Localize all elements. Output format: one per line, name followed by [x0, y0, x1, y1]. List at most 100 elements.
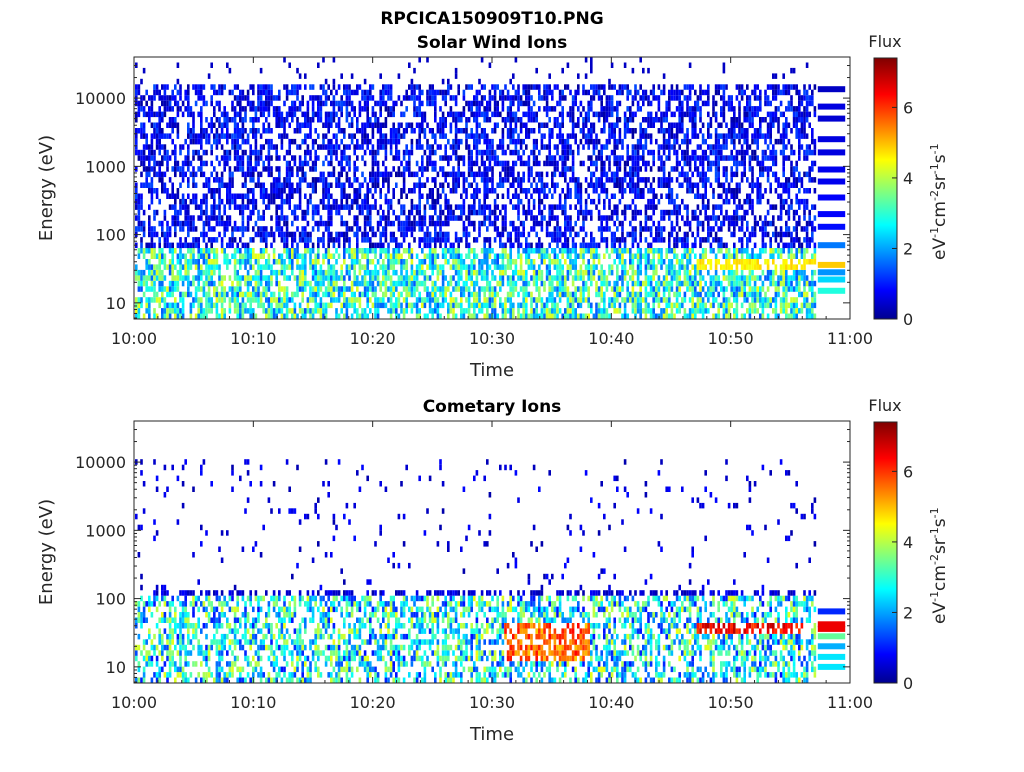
heatmap-cell: [603, 160, 606, 167]
heatmap-cell: [207, 259, 211, 265]
heatmap-cell: [275, 182, 278, 188]
heatmap-cell: [327, 204, 330, 210]
heatmap-cell: [275, 117, 278, 123]
heatmap-cell: [153, 171, 156, 178]
heatmap-cell: [280, 193, 284, 199]
heatmap-cell: [465, 275, 468, 281]
heatmap-cell: [478, 269, 481, 276]
heatmap-cell: [493, 111, 497, 118]
heatmap-cell: [363, 89, 367, 96]
heatmap-cell: [509, 111, 512, 118]
heatmap-cell: [236, 286, 239, 292]
heatmap-cell: [483, 242, 486, 249]
heatmap-cell: [257, 160, 260, 167]
heatmap-cell: [267, 144, 271, 150]
heatmap-cell: [493, 253, 497, 259]
heatmap-cell: [548, 215, 551, 221]
heatmap-cell: [171, 95, 174, 101]
heatmap-cell: [379, 89, 382, 96]
heatmap-cell: [140, 160, 143, 167]
heatmap-cell: [304, 138, 307, 145]
heatmap-cell: [522, 111, 525, 118]
heatmap-cell: [376, 242, 380, 249]
heatmap-cell: [202, 291, 206, 298]
heatmap-cell: [486, 144, 489, 150]
heatmap-cell: [465, 231, 468, 238]
heatmap-cell: [142, 253, 146, 259]
heatmap-cell: [509, 280, 512, 287]
heatmap-cell: [462, 308, 466, 314]
heatmap-cell: [184, 89, 187, 96]
heatmap-cell: [304, 149, 307, 156]
heatmap-cell: [280, 264, 284, 270]
heatmap-cell: [252, 253, 255, 259]
heatmap-cell: [330, 193, 333, 199]
heatmap-cell: [267, 84, 271, 90]
heatmap-cell: [322, 275, 325, 281]
heatmap-cell: [522, 89, 525, 96]
heatmap-cell: [556, 280, 559, 287]
heatmap-cell: [387, 188, 390, 194]
heatmap-cell: [192, 220, 195, 227]
heatmap-cell: [161, 280, 164, 287]
heatmap-cell: [317, 308, 320, 314]
heatmap-cell: [564, 291, 567, 298]
heatmap-cell: [467, 106, 471, 112]
heatmap-cell: [540, 198, 544, 205]
heatmap-cell: [509, 182, 512, 188]
heatmap-cell: [296, 215, 299, 221]
heatmap-cell: [142, 280, 146, 287]
heatmap-cell: [384, 220, 388, 227]
heatmap-cell: [483, 138, 486, 145]
heatmap-cell: [267, 89, 271, 96]
heatmap-cell: [389, 133, 393, 139]
heatmap-cell: [249, 128, 252, 134]
heatmap-cell: [504, 220, 507, 227]
heatmap-cell: [395, 138, 398, 145]
heatmap-cell: [509, 275, 512, 281]
heatmap-cell: [631, 226, 635, 232]
heatmap-cell: [252, 84, 255, 90]
heatmap-cell: [460, 204, 463, 210]
heatmap-cell: [618, 84, 622, 90]
heatmap-cell: [392, 264, 395, 270]
heatmap-cell: [223, 220, 226, 227]
heatmap-cell: [618, 182, 622, 188]
heatmap-cell: [210, 269, 213, 276]
heatmap-cell: [452, 209, 455, 216]
heatmap-cell: [174, 171, 177, 178]
heatmap-cell: [150, 155, 154, 161]
heatmap-cell: [293, 204, 297, 210]
heatmap-cell: [590, 67, 593, 74]
heatmap-cell: [361, 171, 364, 178]
heatmap-cell: [285, 308, 289, 314]
heatmap-cell: [309, 182, 312, 188]
heatmap-cell: [148, 182, 151, 188]
heatmap-cell: [556, 117, 559, 123]
heatmap-cell: [189, 248, 193, 254]
heatmap-cell: [441, 248, 445, 254]
heatmap-cell: [569, 297, 572, 303]
heatmap-cell: [202, 313, 206, 319]
heatmap-cell: [304, 226, 307, 232]
heatmap-cell: [322, 204, 325, 210]
heatmap-cell: [213, 122, 216, 128]
heatmap-cell: [452, 248, 455, 254]
heatmap-cell: [501, 231, 505, 238]
heatmap-cell: [545, 89, 549, 96]
heatmap-cell: [551, 106, 554, 112]
heatmap-cell: [374, 111, 377, 118]
heatmap-cell: [517, 198, 520, 205]
heatmap-cell: [387, 275, 390, 281]
heatmap-cell: [220, 280, 224, 287]
heatmap-cell: [205, 204, 208, 210]
heatmap-cell: [408, 160, 411, 167]
heatmap-cell: [418, 198, 421, 205]
heatmap-cell: [629, 259, 632, 265]
heatmap-cell: [150, 133, 154, 139]
heatmap-cell: [574, 259, 577, 265]
heatmap-cell: [153, 253, 156, 259]
heatmap-cell: [626, 286, 629, 292]
heatmap-cell: [244, 264, 247, 270]
heatmap-cell: [434, 204, 437, 210]
